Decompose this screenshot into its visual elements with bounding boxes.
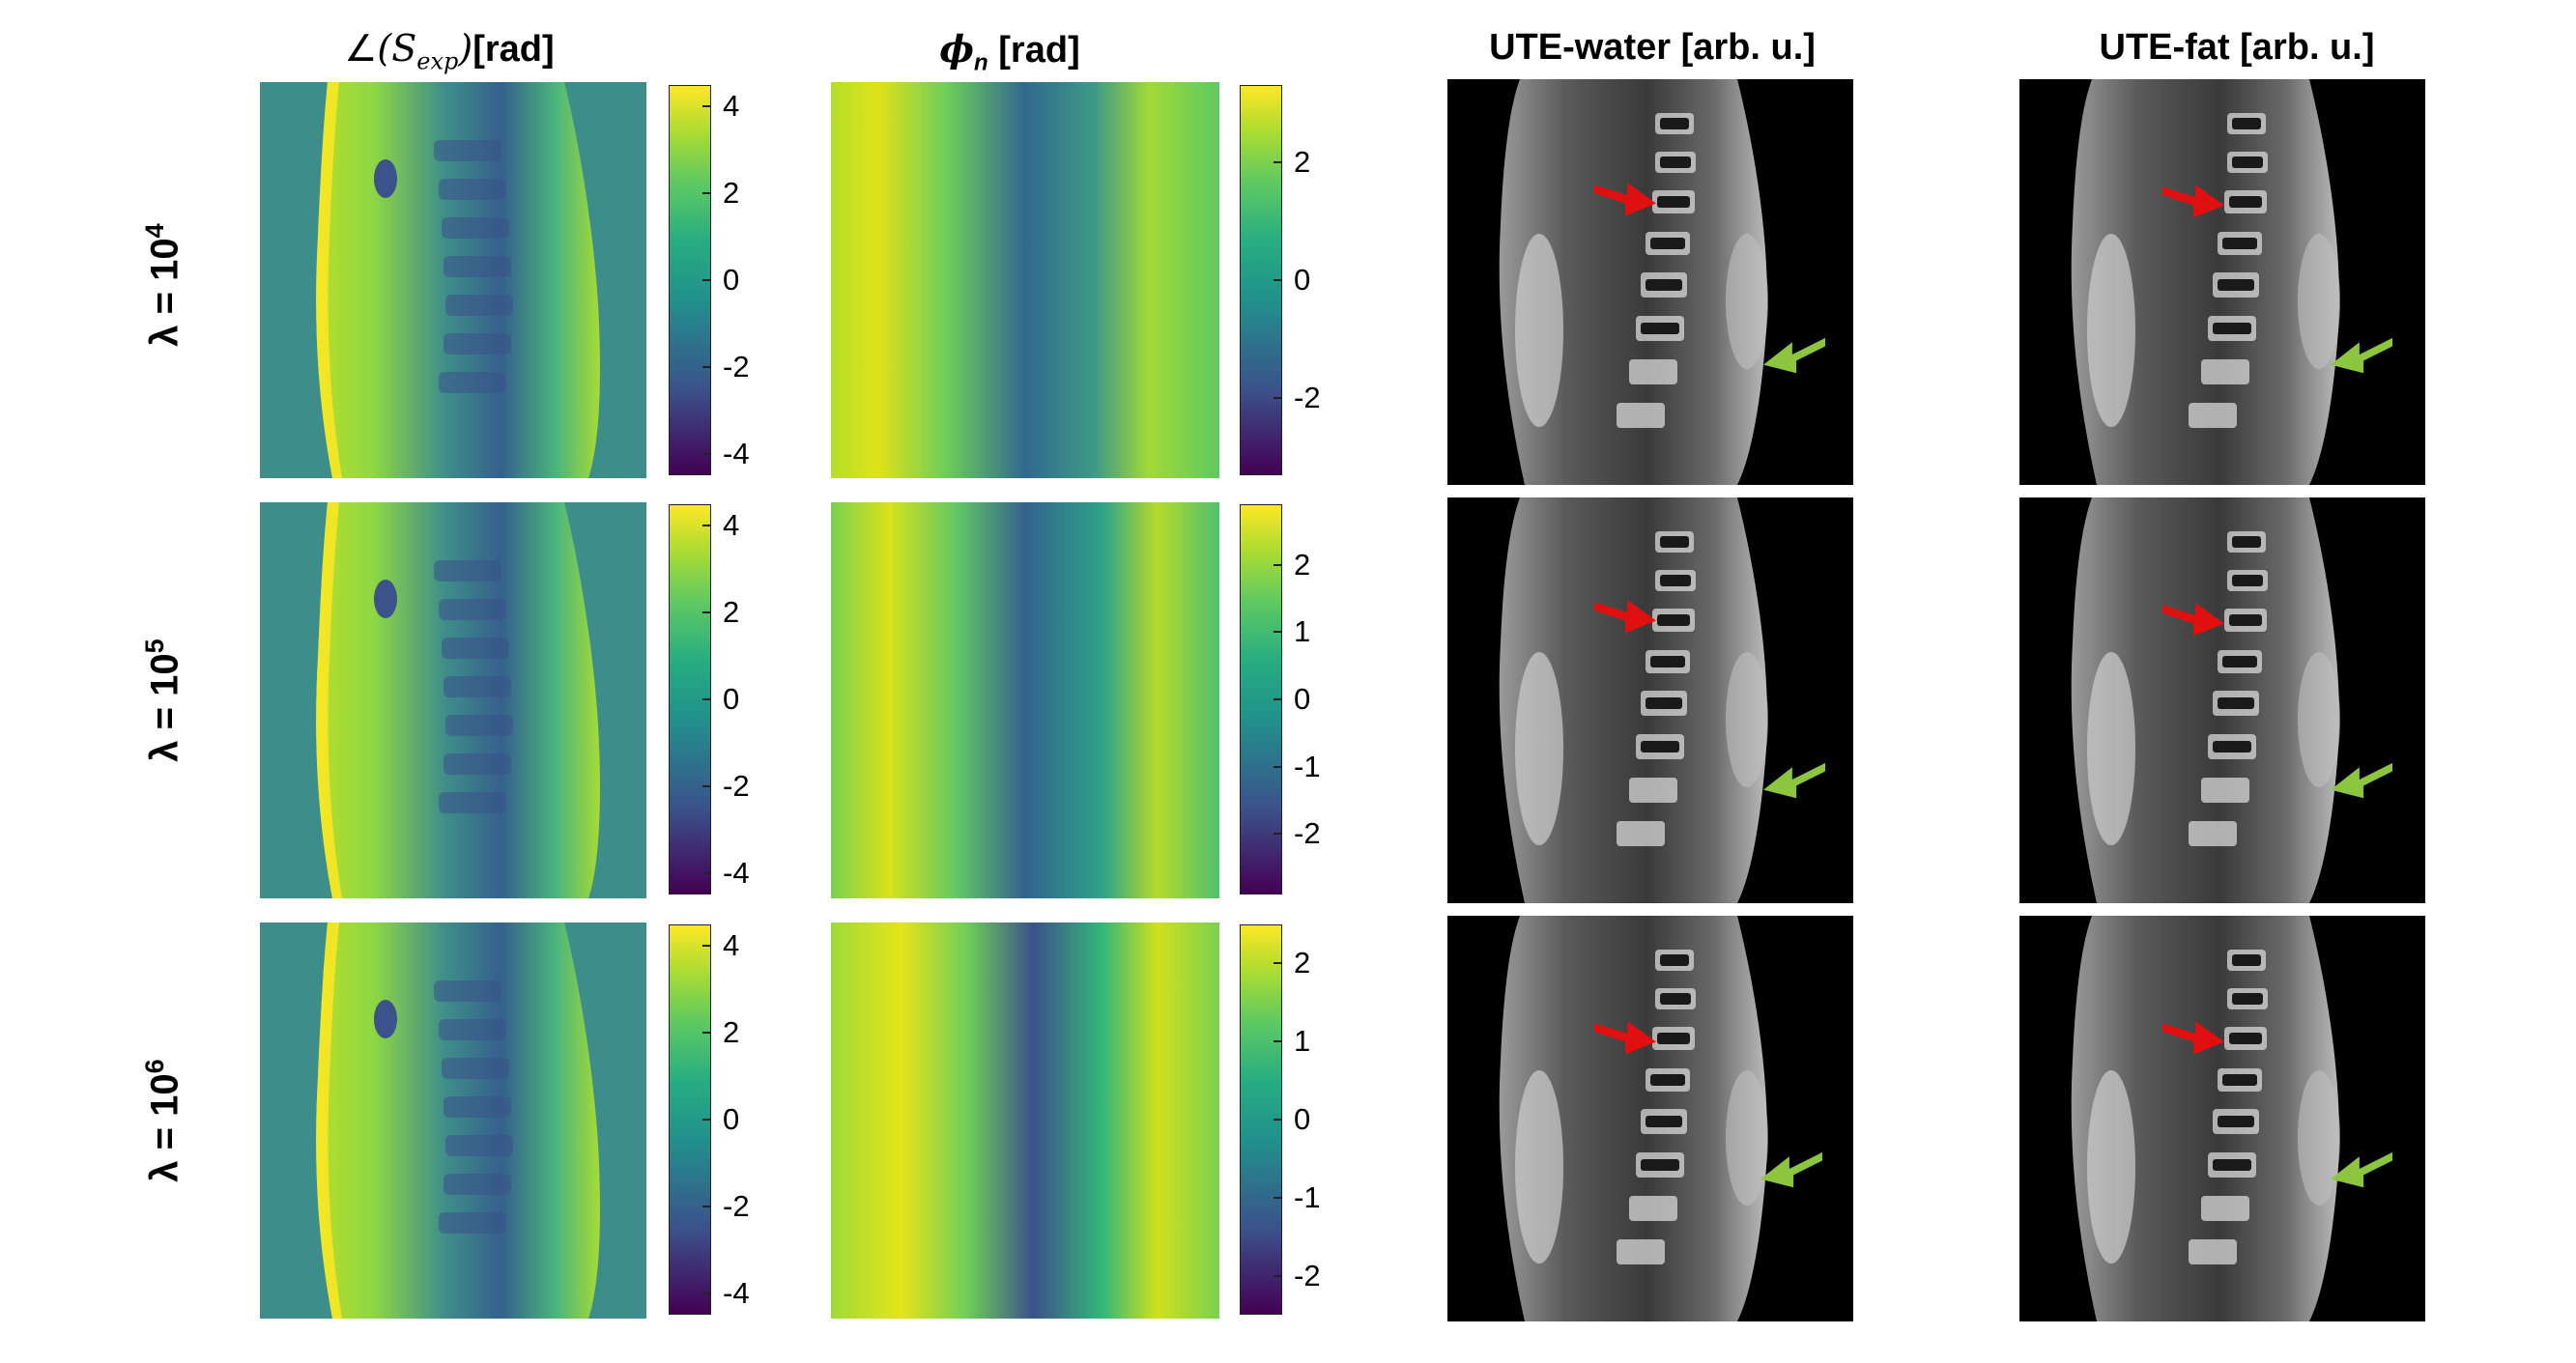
colorbar-phase-angle-row2-tick-label: -2 [723,768,750,803]
colorbar-phase-angle-row3-tick-label: 0 [723,1102,740,1136]
phi-n-map-row1 [831,82,1219,478]
red-arrow-icon [1594,591,1656,634]
column-title-phi-n: ϕn [rad] [939,27,1080,76]
red-arrow-icon [1594,1012,1656,1055]
colorbar-phi-n-row2-tick-label: 1 [1294,614,1311,649]
colorbar-phi-n-row2-tick-mark [1274,631,1282,634]
colorbar-phi-n-row3-tick-mark [1274,1196,1282,1199]
colorbar-phase-angle-row2-tick-mark [702,698,711,700]
colorbar-phi-n-row3-tick-label: 2 [1294,946,1311,980]
column-title-phase-angle: ∠(Sexp)[rad] [344,27,555,75]
green-arrow-icon [2331,1148,2392,1190]
ute-fat-image-row3 [2019,916,2425,1321]
column-title-ute-fat: UTE-fat [arb. u.] [2099,27,2375,68]
colorbar-phi-n-row1-tick-mark [1274,397,1282,400]
colorbar-phase-angle-row1-tick-label: 4 [723,89,740,124]
colorbar-phase-angle-row3-tick-mark [702,1032,711,1035]
colorbar-phase-angle-row3-tick-mark [702,1292,711,1294]
colorbar-phi-n-row3-tick-mark [1274,1040,1282,1043]
colorbar-phase-angle-row1-tick-mark [702,452,711,455]
phase-angle-map-row1 [259,82,647,478]
column-title-ute-water: UTE-water [arb. u.] [1489,27,1816,68]
row-label-lambda-1e4: λ = 104 [140,223,186,347]
colorbar-phi-n-row3-tick-label: -1 [1294,1179,1321,1214]
green-arrow-icon [1763,758,1825,801]
colorbar-phi-n-row1-tick-label: 0 [1294,263,1311,297]
colorbar-phase-angle-row1-tick-label: 0 [723,263,740,297]
colorbar-phase-angle-row3-tick-mark [702,945,711,948]
phi-n-map-row2 [831,502,1219,898]
colorbar-phi-n-row2-tick-label: 0 [1294,682,1311,716]
colorbar-phase-angle-row2-tick-label: -4 [723,855,750,890]
green-arrow-icon [2331,333,2392,376]
phi-n-map-row3 [831,923,1219,1319]
colorbar-phase-angle-row2-tick-mark [702,611,711,614]
colorbar-phase-angle-row3-tick-label: -2 [723,1188,750,1223]
colorbar-phi-n-row1-tick-label: 2 [1294,144,1311,179]
green-arrow-icon [2331,758,2392,801]
colorbar-phase-angle-row2-tick-label: 2 [723,595,740,630]
ute-fat-image-row1 [2019,79,2425,485]
red-arrow-icon [1594,174,1656,216]
colorbar-phi-n-row3-tick-label: 1 [1294,1024,1311,1059]
colorbar-phase-angle-row1-tick-mark [702,192,711,195]
colorbar-phi-n-row3-tick-label: 0 [1294,1102,1311,1136]
colorbar-phase-angle-row1-tick-label: -2 [723,349,750,383]
colorbar-phase-angle-row1-tick-mark [702,105,711,108]
colorbar-phase-angle-row1-tick-mark [702,365,711,368]
colorbar-phi-n-row3-tick-mark [1274,1274,1282,1277]
colorbar-phi-n-row2-tick-mark [1274,833,1282,836]
colorbar-phase-angle-row2-tick-label: 4 [723,508,740,543]
green-arrow-icon [1760,1148,1822,1190]
colorbar-phi-n-row2-tick-label: -1 [1294,749,1321,783]
colorbar-phi-n-row2-tick-label: 2 [1294,547,1311,582]
row-label-lambda-1e5: λ = 105 [140,639,186,762]
colorbar-phi-n-row3-tick-mark [1274,962,1282,965]
colorbar-phi-n-row1-tick-mark [1274,279,1282,281]
colorbar-phase-angle-row2-tick-mark [702,784,711,787]
colorbar-phase-angle-row2-tick-mark [702,525,711,527]
phase-angle-map-row2 [259,502,647,898]
ute-water-image-row2 [1447,497,1853,903]
red-arrow-icon [2162,594,2224,637]
colorbar-phi-n-row2-tick-mark [1274,765,1282,768]
green-arrow-icon [1763,333,1825,376]
ute-water-image-row3 [1447,916,1853,1321]
phase-angle-map-row3 [259,923,647,1319]
colorbar-phi-n-row1-tick-label: -2 [1294,381,1321,415]
colorbar-phase-angle-row3-tick-mark [702,1119,711,1121]
colorbar-phi-n-row3-tick-label: -2 [1294,1258,1321,1292]
red-arrow-icon [2162,1012,2224,1055]
colorbar-phase-angle-row3-tick-label: 2 [723,1015,740,1050]
colorbar-phase-angle-row1-tick-mark [702,279,711,281]
red-arrow-icon [2162,176,2224,218]
colorbar-phi-n-row2-tick-mark [1274,563,1282,566]
colorbar-phi-n-row1-tick-mark [1274,160,1282,163]
colorbar-phase-angle-row3-tick-label: -4 [723,1275,750,1310]
colorbar-phi-n-row2-tick-label: -2 [1294,816,1321,851]
ute-fat-image-row2 [2019,497,2425,903]
colorbar-phase-angle-row2-tick-mark [702,871,711,874]
row-label-lambda-1e6: λ = 106 [140,1059,186,1182]
colorbar-phi-n-row3-tick-mark [1274,1119,1282,1121]
colorbar-phase-angle-row1-tick-label: 2 [723,176,740,211]
ute-water-image-row1 [1447,79,1853,485]
colorbar-phase-angle-row2-tick-label: 0 [723,682,740,716]
colorbar-phase-angle-row3-tick-label: 4 [723,928,740,963]
colorbar-phase-angle-row1-tick-label: -4 [723,436,750,470]
colorbar-phi-n-row2-tick-mark [1274,698,1282,700]
colorbar-phase-angle-row3-tick-mark [702,1205,711,1207]
